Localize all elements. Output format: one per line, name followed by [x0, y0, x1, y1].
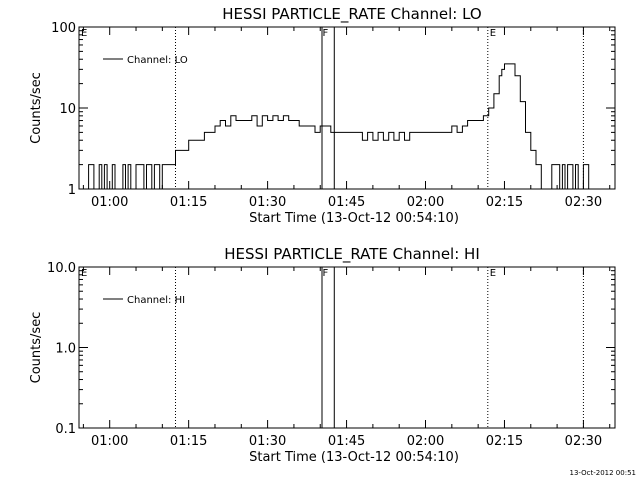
- x-tick-label: 01:45: [328, 195, 365, 210]
- x-tick-label: 01:00: [91, 195, 128, 210]
- y-axis-label: Counts/sec: [29, 72, 44, 144]
- plot-frame: [78, 266, 616, 429]
- y-tick-label: 1: [68, 183, 76, 198]
- y-tick-label: 100: [51, 21, 76, 36]
- annotation-e: E: [81, 28, 87, 39]
- annotation-f: F: [323, 28, 329, 39]
- x-tick-label: 02:15: [486, 195, 523, 210]
- series-line-0: [79, 63, 590, 190]
- x-tick-label: 01:30: [249, 195, 286, 210]
- legend-label: Channel: LO: [127, 55, 188, 66]
- y-tick-label: 1.0: [55, 342, 76, 357]
- x-tick-label: 02:30: [565, 434, 602, 449]
- annotation-e: E: [490, 28, 496, 39]
- x-tick-label: 02:30: [565, 195, 602, 210]
- panel-hi: HESSI PARTICLE_RATE Channel: HI 01:00 01:1…: [29, 245, 616, 465]
- x-tick-label: 01:15: [170, 195, 207, 210]
- annotation-e: E: [490, 268, 496, 279]
- annotation-f: F: [323, 268, 329, 279]
- x-tick-label: 01:45: [328, 434, 365, 449]
- x-axis-label: Start Time (13-Oct-12 00:54:10): [249, 211, 459, 226]
- legend-label: Channel: HI: [127, 295, 185, 306]
- x-tick-label: 01:00: [91, 434, 128, 449]
- x-tick-label: 01:15: [170, 434, 207, 449]
- timestamp-footer: 13-Oct-2012 00:51: [570, 469, 636, 477]
- y-tick-label: 10.0: [47, 261, 76, 276]
- annotation-e: E: [81, 268, 87, 279]
- x-tick-label: 02:00: [407, 434, 444, 449]
- x-tick-label: 02:15: [486, 434, 523, 449]
- x-tick-label: 02:00: [407, 195, 444, 210]
- y-axis-label: Counts/sec: [29, 312, 44, 384]
- y-tick-label: 0.1: [55, 422, 76, 437]
- x-tick-label: 01:30: [249, 434, 286, 449]
- x-axis-label: Start Time (13-Oct-12 00:54:10): [249, 450, 459, 465]
- chart-title: HESSI PARTICLE_RATE Channel: LO: [222, 5, 481, 24]
- y-tick-label: 10: [59, 102, 76, 117]
- chart-title: HESSI PARTICLE_RATE Channel: HI: [224, 245, 480, 264]
- panel-lo: HESSI PARTICLE_RATE Channel: LO 01:00 01:1…: [29, 5, 616, 226]
